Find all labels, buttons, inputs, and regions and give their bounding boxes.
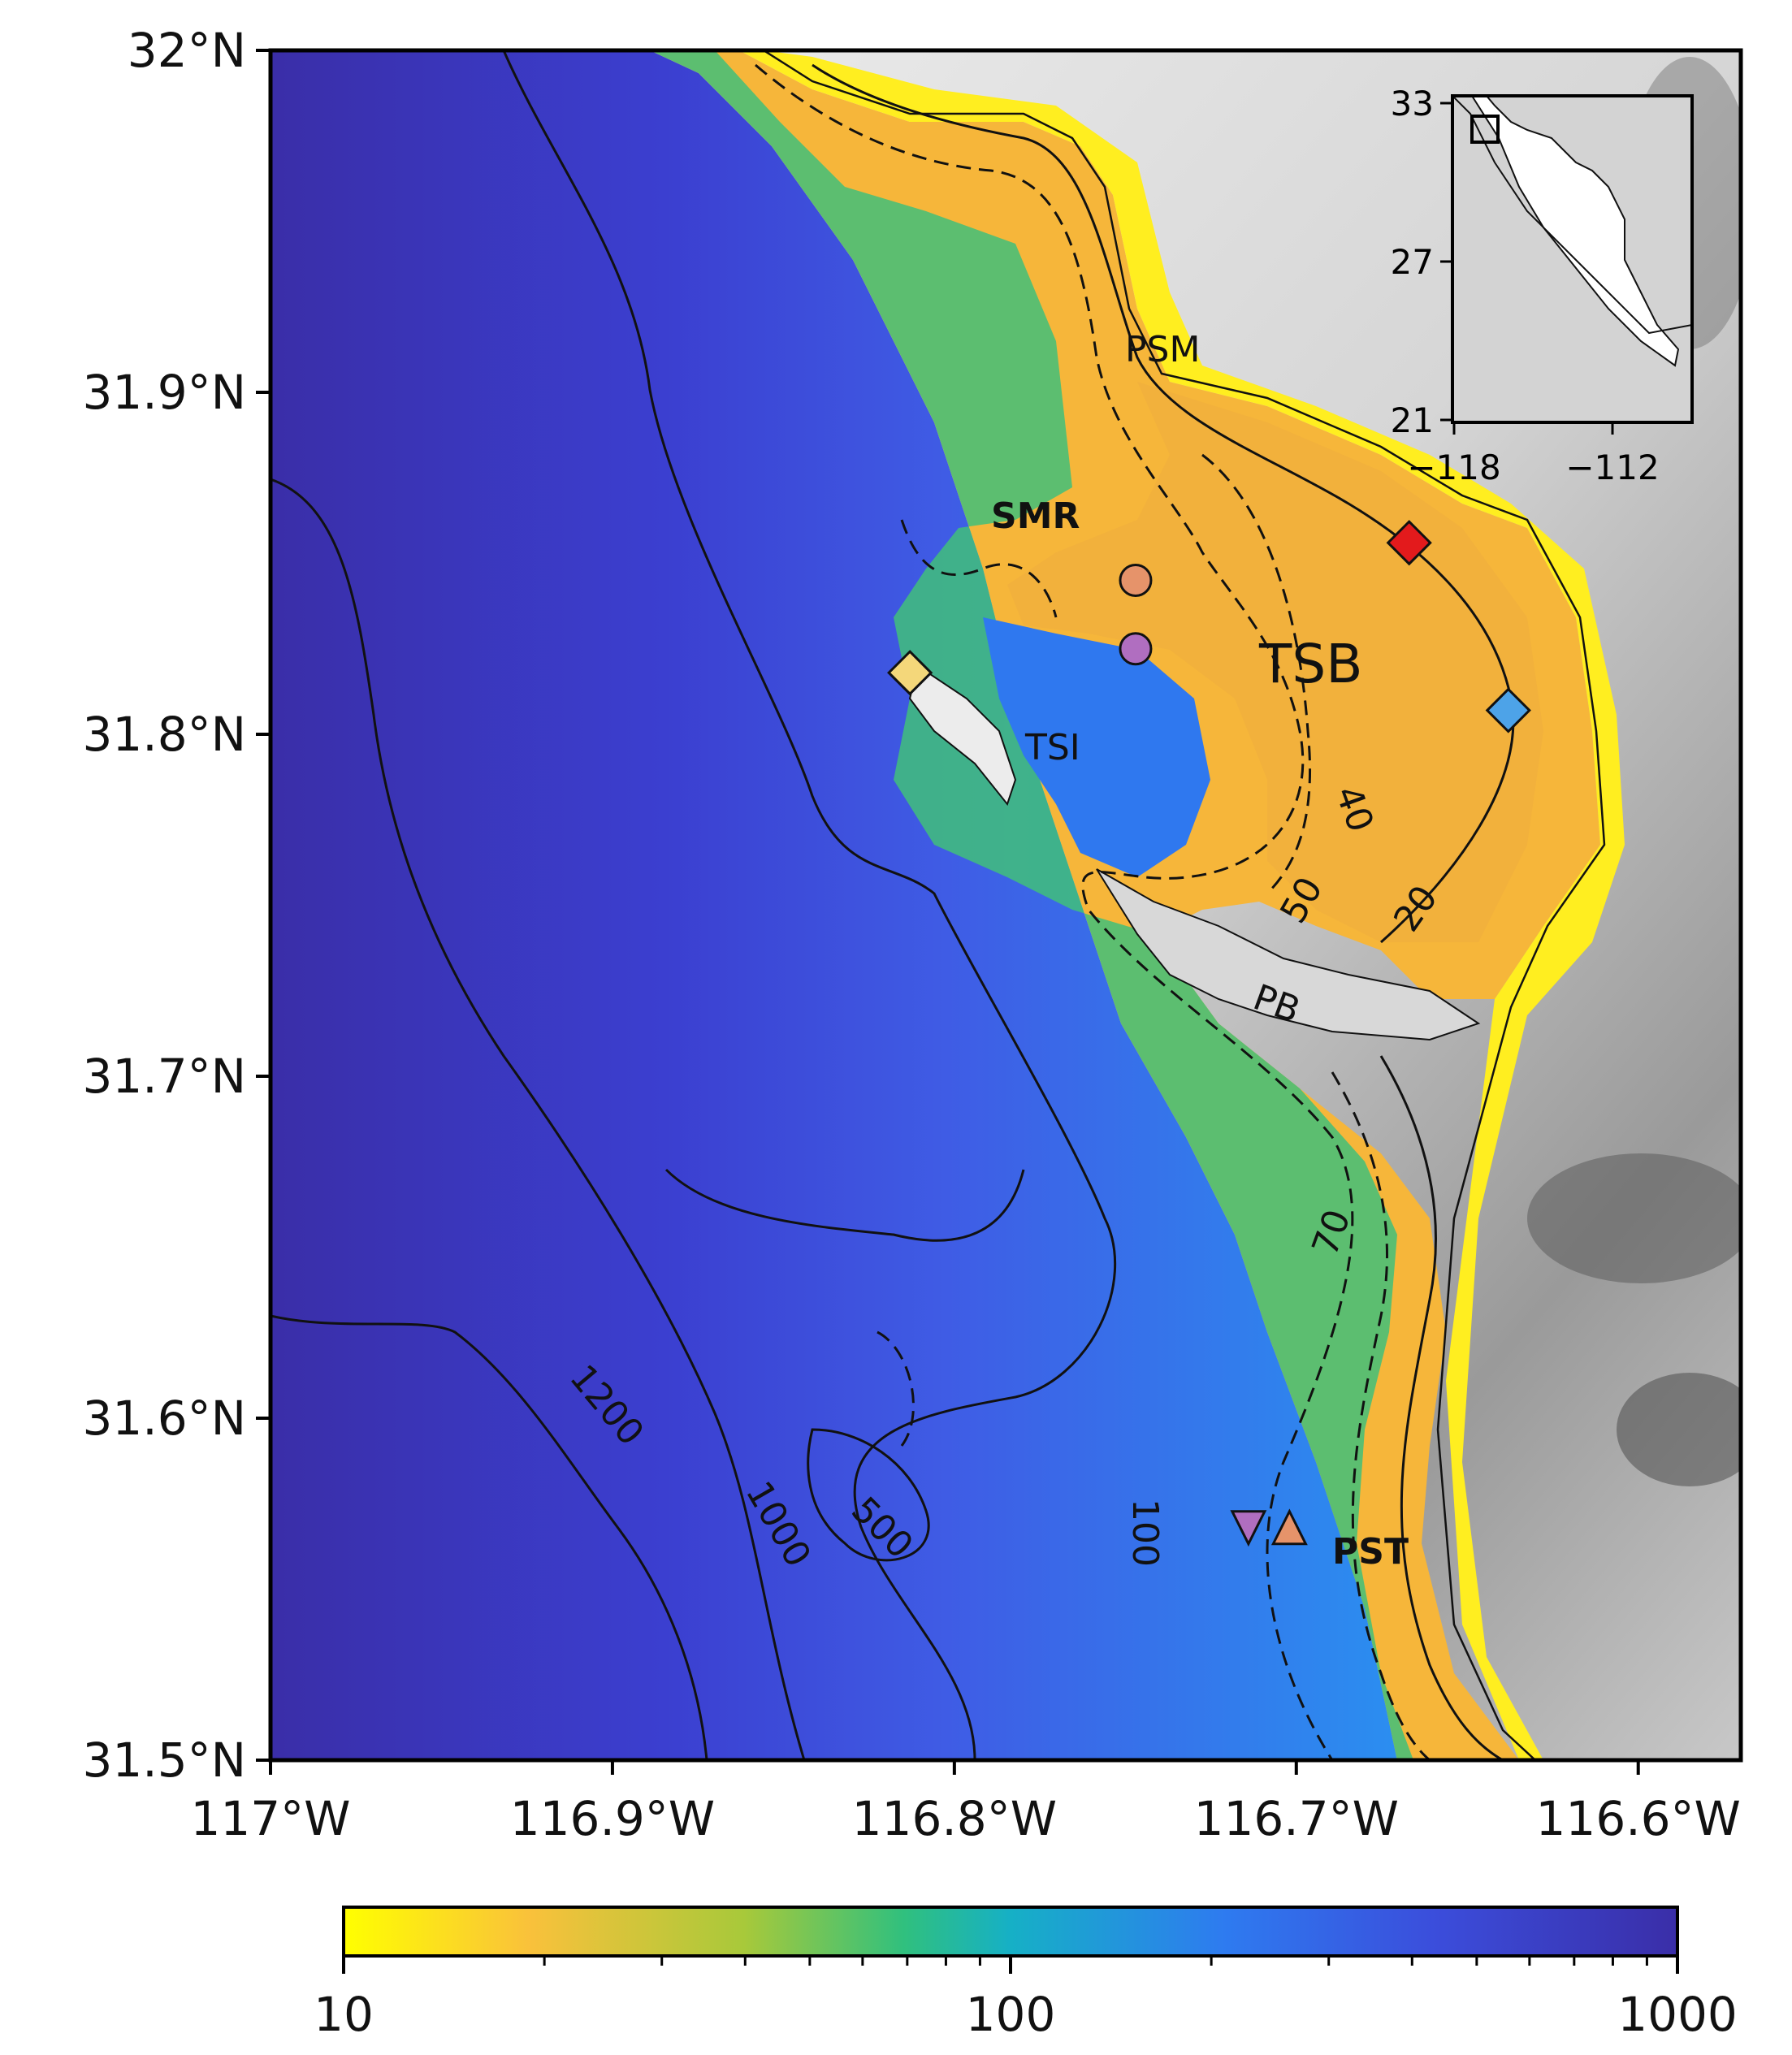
colorbar-tick-label: 100 bbox=[966, 1987, 1056, 2042]
inset-ticks bbox=[1440, 102, 1614, 435]
station-diamond-marker bbox=[1485, 687, 1531, 733]
punta-banda-land bbox=[1096, 868, 1481, 1041]
map-frame bbox=[268, 48, 1743, 1763]
inset-frame bbox=[1451, 94, 1694, 424]
label-pst: PST bbox=[1332, 1531, 1409, 1573]
station-triangle-down-marker bbox=[1230, 1510, 1267, 1547]
colorbar-gradient bbox=[342, 1906, 1679, 1958]
inset-ytick-27: 27 bbox=[1391, 242, 1434, 282]
place-labels: PSM SMR TSB TSI PB PST bbox=[991, 329, 1409, 1573]
label-tsi: TSI bbox=[1024, 727, 1080, 768]
lat-tick-label: 31.8°N bbox=[82, 707, 246, 762]
lat-tick-label: 31.6°N bbox=[82, 1391, 246, 1446]
inset-xtick-118: −118 bbox=[1407, 448, 1500, 487]
latitude-axis: 32°N 31.9°N 31.8°N 31.7°N 31.6°N 31.5°N bbox=[82, 23, 271, 1788]
label-smr: SMR bbox=[991, 495, 1080, 537]
lat-tick-label: 31.5°N bbox=[82, 1733, 246, 1788]
lon-tick-label: 116.9°W bbox=[510, 1791, 715, 1846]
station-circle-marker bbox=[1119, 632, 1153, 666]
lat-tick-label: 31.9°N bbox=[82, 365, 246, 420]
inset-study-area-box bbox=[1470, 115, 1500, 144]
colorbar-major-ticks: 10 100 1000 bbox=[314, 1956, 1738, 2042]
lon-tick-label: 117°W bbox=[190, 1791, 350, 1846]
inset-coast bbox=[1452, 95, 1693, 335]
station-markers bbox=[887, 520, 1531, 1547]
mid-shelf-band bbox=[650, 50, 1413, 1760]
inner-bay-deep bbox=[983, 617, 1210, 877]
colorbar-tick-label: 1000 bbox=[1617, 1987, 1738, 2042]
lon-tick-label: 116.6°W bbox=[1536, 1791, 1741, 1846]
todos-santos-island bbox=[908, 664, 1017, 807]
label-tsb: TSB bbox=[1258, 633, 1363, 695]
station-diamond-marker bbox=[887, 650, 933, 696]
colorbar-tick-label: 10 bbox=[314, 1987, 374, 2042]
lat-tick-label: 32°N bbox=[128, 23, 246, 78]
isobaths bbox=[271, 50, 1515, 1760]
deep-ocean bbox=[271, 50, 1397, 1760]
lon-tick-label: 116.8°W bbox=[852, 1791, 1057, 1846]
station-circle-marker bbox=[1119, 564, 1153, 598]
lat-tick-label: 31.7°N bbox=[82, 1049, 246, 1104]
longitude-axis: 117°W 116.9°W 116.8°W 116.7°W 116.6°W bbox=[190, 1760, 1741, 1846]
label-psm: PSM bbox=[1125, 329, 1200, 370]
inset-ytick-21: 21 bbox=[1391, 400, 1434, 440]
inset-xtick-112: −112 bbox=[1565, 448, 1659, 487]
station-diamond-marker bbox=[1386, 520, 1432, 566]
station-triangle-up-marker bbox=[1270, 1508, 1308, 1546]
inset-baja-peninsula bbox=[1470, 95, 1680, 367]
depth-colorbar: 10 100 1000 bbox=[314, 1906, 1738, 2042]
colorbar-minor-ticks bbox=[543, 1956, 1648, 1966]
inset-ytick-33: 33 bbox=[1391, 84, 1434, 123]
lon-tick-label: 116.7°W bbox=[1194, 1791, 1399, 1846]
coastline bbox=[763, 50, 1606, 1760]
inset-map: 33 27 21 −118 −112 bbox=[1391, 84, 1694, 487]
contour-label-100: 100 bbox=[1124, 1499, 1166, 1567]
